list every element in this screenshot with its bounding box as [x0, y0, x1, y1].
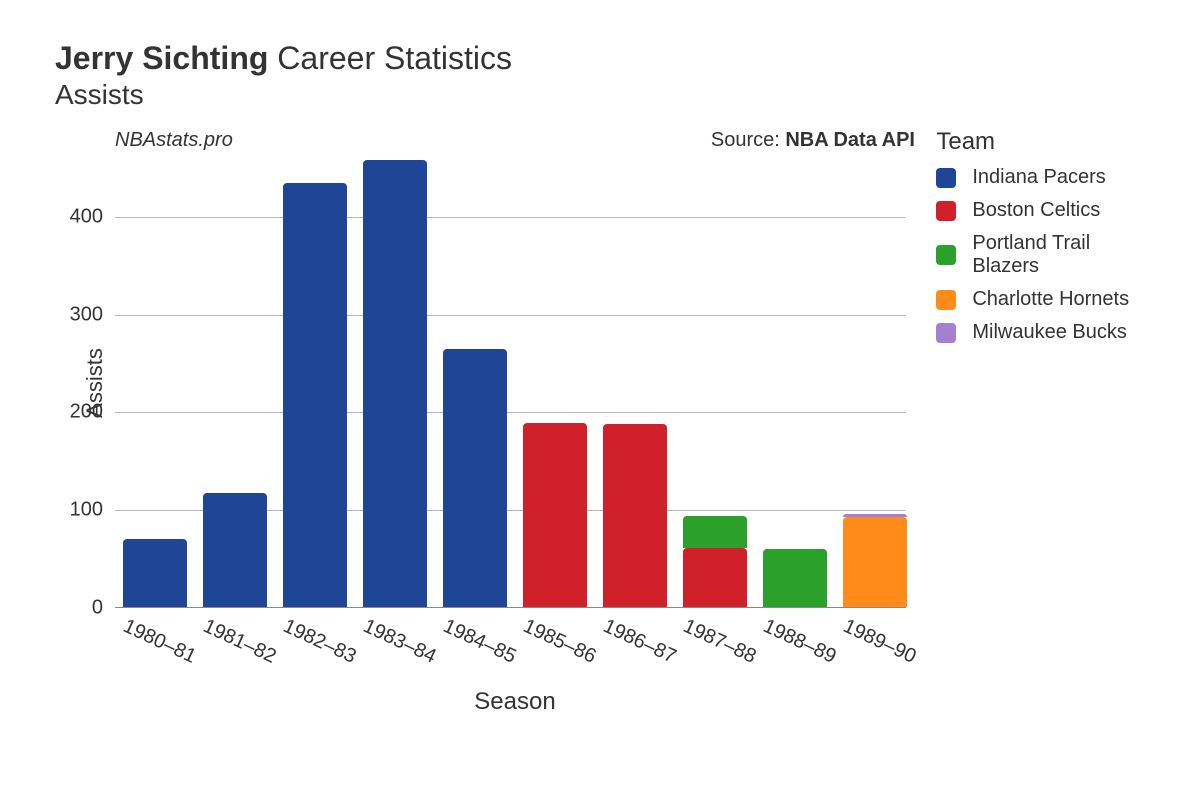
bar-column: [363, 160, 427, 607]
bar-segment: [363, 160, 427, 607]
legend: Team Indiana Pacers Boston Celtics Portlan…: [936, 128, 1160, 354]
legend-title: Team: [936, 128, 1160, 156]
bar-column: [843, 514, 907, 607]
gridline: [115, 315, 906, 316]
bar-segment: [123, 539, 187, 607]
x-tick-label: 1985–86: [520, 615, 600, 669]
legend-label: Milwaukee Bucks: [972, 321, 1127, 344]
x-tick-label: 1981–82: [200, 615, 280, 669]
source: Source: NBA Data API: [711, 129, 915, 152]
title-suffix: Career Statistics: [277, 40, 512, 76]
bar-column: [443, 349, 507, 607]
page-title: Jerry Sichting Career Statistics: [55, 40, 1160, 77]
x-tick-label: 1989–90: [840, 615, 920, 669]
legend-item: Milwaukee Bucks: [936, 321, 1160, 344]
plot-area: Assists 01002003004001980–811981–821982–…: [115, 158, 906, 608]
y-tick-label: 400: [70, 205, 103, 228]
subtitle-stat: Assists: [55, 79, 1160, 111]
x-tick-label: 1982–83: [280, 615, 360, 669]
bar-segment: [603, 424, 667, 607]
x-tick-label: 1983–84: [360, 615, 440, 669]
bar-column: [283, 183, 347, 607]
bar-column: [763, 549, 827, 607]
legend-swatch: [936, 168, 956, 188]
bar-segment: [843, 517, 907, 607]
x-tick-label: 1984–85: [440, 615, 520, 669]
page: Jerry Sichting Career Statistics Assists…: [0, 0, 1200, 800]
x-tick-label: 1987–88: [680, 615, 760, 669]
y-tick-label: 100: [70, 499, 103, 522]
bar-segment: [203, 493, 267, 607]
bar-segment: [443, 349, 507, 607]
legend-item: Charlotte Hornets: [936, 288, 1160, 311]
brand-label: NBAstats.pro: [115, 129, 233, 152]
y-tick-label: 0: [92, 597, 103, 620]
bar-segment: [683, 516, 747, 548]
chart-wrap: Assists 01002003004001980–811981–821982–…: [55, 158, 1160, 608]
legend-label: Portland Trail Blazers: [972, 232, 1160, 278]
source-name: NBA Data API: [785, 129, 915, 151]
meta-row: NBAstats.pro Source: NBA Data API: [115, 129, 915, 152]
legend-swatch: [936, 323, 956, 343]
x-tick-label: 1986–87: [600, 615, 680, 669]
legend-item: Portland Trail Blazers: [936, 232, 1160, 278]
legend-item: Indiana Pacers: [936, 166, 1160, 189]
gridline: [115, 412, 906, 413]
legend-label: Indiana Pacers: [972, 166, 1105, 189]
x-tick-label: 1980–81: [120, 615, 200, 669]
bar-segment: [763, 549, 827, 607]
legend-label: Boston Celtics: [972, 199, 1100, 222]
legend-item: Boston Celtics: [936, 199, 1160, 222]
bar-segment: [283, 183, 347, 607]
spacer: [233, 129, 711, 152]
legend-swatch: [936, 290, 956, 310]
x-axis-label: Season: [115, 688, 915, 716]
legend-label: Charlotte Hornets: [972, 288, 1129, 311]
y-tick-label: 300: [70, 303, 103, 326]
bar-column: [123, 539, 187, 607]
bar-column: [203, 493, 267, 607]
bar-column: [523, 423, 587, 607]
title-player: Jerry Sichting: [55, 40, 268, 76]
legend-items: Indiana Pacers Boston Celtics Portland Tra…: [936, 166, 1160, 344]
bar-segment: [683, 548, 747, 607]
bar-column: [683, 516, 747, 607]
legend-swatch: [936, 245, 956, 265]
bar-column: [603, 424, 667, 607]
legend-swatch: [936, 201, 956, 221]
gridline: [115, 217, 906, 218]
y-tick-label: 200: [70, 401, 103, 424]
source-label: Source:: [711, 129, 785, 151]
x-tick-label: 1988–89: [760, 615, 840, 669]
bar-segment: [523, 423, 587, 607]
